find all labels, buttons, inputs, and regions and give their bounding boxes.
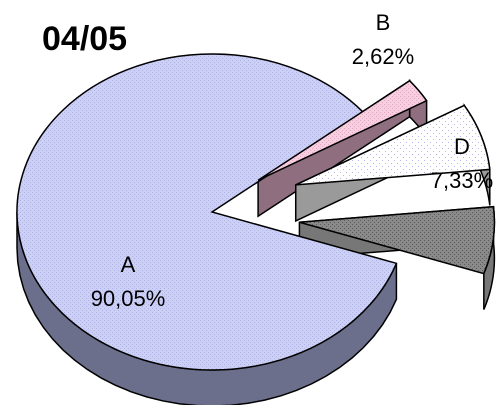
chart-title: 04/05 (42, 20, 127, 58)
slice-a (16, 53, 398, 371)
slice-value-d: 7,33% (431, 168, 493, 193)
slice-d (295, 104, 491, 186)
slice-c (299, 205, 496, 275)
slice-name-d: D (454, 134, 470, 159)
slice-name-a: A (121, 252, 136, 277)
slice-b (257, 79, 428, 181)
slice-value-a: 90,05% (91, 286, 166, 311)
slice-name-b: B (376, 10, 391, 35)
slice-value-b: 2,62% (352, 44, 414, 69)
